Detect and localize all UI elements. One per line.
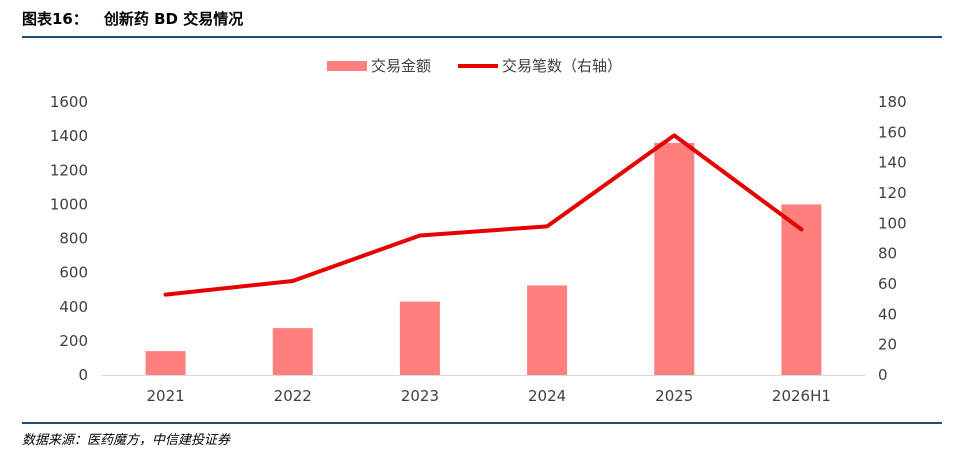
x-tick-label: 2021 [146,387,184,405]
bar [399,301,440,375]
bar [145,351,186,375]
left-tick-label: 200 [59,332,88,350]
top-rule [22,36,942,38]
x-tick-label: 2022 [274,387,312,405]
right-tick-label: 120 [878,184,907,202]
line-point [418,234,421,237]
source-note: 数据来源：医药魔方，中信建投证券 [22,433,231,448]
left-tick-label: 1200 [50,161,88,179]
line-series [163,133,804,297]
right-tick-label: 100 [878,214,907,232]
left-tick-label: 1400 [50,127,88,145]
right-tick-label: 80 [878,245,897,263]
right-tick-label: 0 [878,366,888,384]
x-axis: 2021 2022 2023 2024 2025 2026H1 [146,387,830,405]
line-point [800,228,803,231]
x-tick-label: 2024 [528,387,566,405]
line-point [164,293,167,296]
bar-series [145,142,822,375]
line-path [163,133,804,297]
left-tick-label: 800 [59,230,88,248]
left-tick-label: 1000 [50,195,88,213]
right-axis: 0 20 40 60 80 100 120 140 160 180 [878,93,907,384]
bottom-rule [22,422,942,424]
figure-title: 创新药 BD 交易情况 [103,10,244,28]
line-point [546,225,549,228]
bar [781,204,822,375]
right-tick-label: 180 [878,93,907,111]
line-point [673,134,676,137]
figure-label: 图表16： [22,10,88,28]
left-axis: 0 200 400 600 800 1000 1200 1400 1600 [50,93,88,384]
figure-header: 图表16： 创新药 BD 交易情况 [22,8,243,32]
x-tick-label: 2026H1 [772,387,831,405]
bar [527,285,568,375]
right-tick-label: 20 [878,336,897,354]
legend-label-bar: 交易金额 [371,57,431,75]
left-tick-label: 1600 [50,93,88,111]
left-tick-label: 600 [59,264,88,282]
x-tick-label: 2023 [401,387,439,405]
line-point [291,279,294,282]
legend: 交易金额 交易笔数（右轴） [327,57,622,75]
bar [272,328,313,375]
left-tick-label: 0 [78,366,88,384]
right-tick-label: 40 [878,305,897,323]
bar [654,142,695,375]
right-tick-label: 60 [878,275,897,293]
legend-label-line: 交易笔数（右轴） [502,57,622,75]
left-tick-label: 400 [59,298,88,316]
legend-swatch-bar [327,61,367,71]
right-tick-label: 160 [878,123,907,141]
right-tick-label: 140 [878,154,907,172]
x-tick-label: 2025 [655,387,693,405]
chart: 交易金额 交易笔数（右轴） 020040060080010001200140016… [50,57,907,405]
